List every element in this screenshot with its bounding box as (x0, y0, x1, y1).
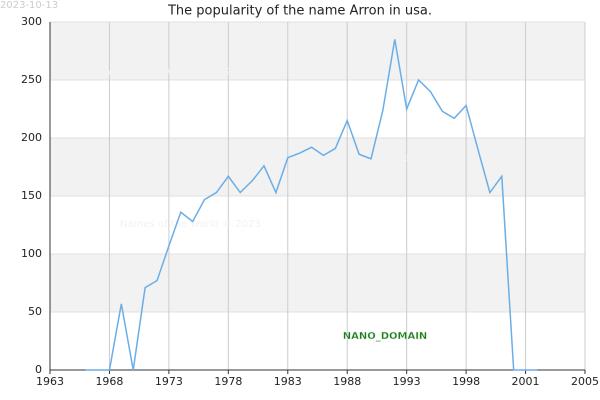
x-tick-label: 1968 (95, 375, 123, 388)
x-tick-label: 1973 (155, 375, 183, 388)
line-series (85, 39, 538, 371)
y-tick-label: 50 (28, 305, 42, 318)
x-tick-label: 1978 (214, 375, 242, 388)
annotation: NANO_DOMAIN (343, 331, 428, 342)
grid-band (50, 138, 585, 196)
x-tick-label: 1988 (333, 375, 361, 388)
x-tick-label: 1998 (452, 375, 480, 388)
watermark: Names of the World © 2023 (310, 153, 451, 164)
x-tick-label: 2005 (571, 375, 599, 388)
watermark: Names of the World © 2023 (97, 67, 238, 78)
y-tick-label: 100 (21, 247, 42, 260)
y-tick-label: 200 (21, 131, 42, 144)
chart-title: The popularity of the name Arron in usa. (167, 4, 432, 19)
x-tick-label: 1963 (36, 375, 64, 388)
x-tick-label: 1983 (274, 375, 302, 388)
y-tick-label: 250 (21, 73, 42, 86)
x-tick-label: 1993 (393, 375, 421, 388)
y-tick-label: 300 (21, 15, 42, 28)
y-tick-label: 150 (21, 189, 42, 202)
watermark: Names of the World © 2023 (120, 219, 261, 230)
grid-band (50, 254, 585, 312)
date-stamp: 2023-10-13 (0, 0, 58, 11)
x-tick-label: 2001 (512, 375, 540, 388)
grid-band (50, 22, 585, 80)
y-tick-label: 0 (35, 363, 42, 376)
